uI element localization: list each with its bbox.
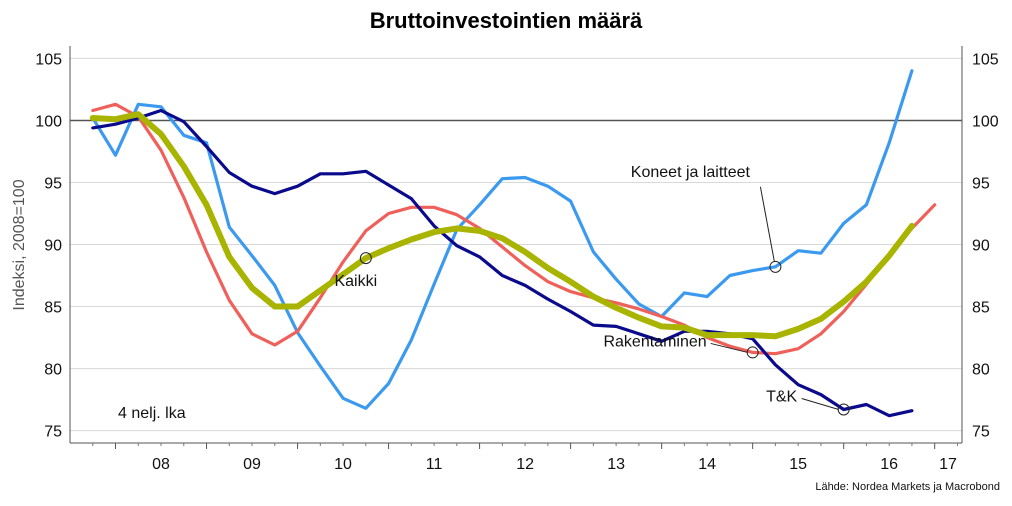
y-tick-label-left: 95 [44, 175, 62, 192]
y-tick-label-left: 80 [44, 362, 62, 379]
series-lines [89, 69, 937, 418]
y-tick-label-right: 105 [972, 51, 999, 68]
leader-line-rakentaminen [710, 342, 748, 353]
y-tick-label-right: 80 [972, 362, 990, 379]
series-line-koneet [91, 69, 914, 410]
y-axis-title: Indeksi, 2008=100 [11, 179, 28, 310]
x-tick-label: 13 [607, 456, 625, 473]
label-marker-kaikki [359, 252, 372, 265]
source-note: Lähde: Nordea Markets ja Macrobond [815, 481, 1000, 493]
x-tick-label: 16 [880, 456, 898, 473]
y-tick-label-right: 75 [972, 424, 990, 441]
series-label-kaikki: Kaikki [334, 273, 377, 290]
leader-line-tk [801, 398, 839, 410]
series-line-kaikki [89, 111, 915, 340]
y-tick-label-right: 100 [972, 113, 999, 130]
x-tick-label: 10 [334, 456, 352, 473]
y-tick-label-right: 95 [972, 175, 990, 192]
x-tick-label: 08 [152, 456, 170, 473]
y-tick-label-left: 90 [44, 238, 62, 255]
series-line-rakentaminen [91, 102, 937, 356]
leader-line-koneet [759, 186, 775, 262]
series-line-tk [91, 108, 914, 418]
x-tick-label: 09 [243, 456, 261, 473]
gridlines [70, 57, 962, 432]
series-label-koneet: Koneet ja laitteet [631, 164, 751, 181]
series-label-tk: T&K [766, 389, 797, 406]
y-tick-label-left: 75 [44, 424, 62, 441]
series-label-rakentaminen: Rakentaminen [603, 333, 706, 350]
y-tick-label-right: 90 [972, 238, 990, 255]
x-tick-label: 17 [939, 456, 957, 473]
chart-title: Bruttoinvestointien määrä [369, 8, 643, 33]
label-marker-koneet [769, 260, 782, 273]
y-tick-label-left: 105 [35, 51, 62, 68]
axes: 75 75 80 80 85 85 90 90 95 95 100 100 105 105 08 09 10 11… [35, 46, 999, 473]
x-tick-label: 15 [789, 456, 807, 473]
x-tick-label: 14 [698, 456, 716, 473]
x-tick-label: 12 [516, 456, 534, 473]
y-tick-label-right: 85 [972, 300, 990, 317]
x-tick-label: 11 [426, 456, 443, 473]
y-tick-label-left: 100 [35, 113, 62, 130]
series-annotations: Koneet ja laitteet Rakentaminen T&K Kaikki [334, 164, 850, 416]
frequency-note: 4 nelj. lka [118, 405, 186, 422]
y-tick-label-left: 85 [44, 300, 62, 317]
